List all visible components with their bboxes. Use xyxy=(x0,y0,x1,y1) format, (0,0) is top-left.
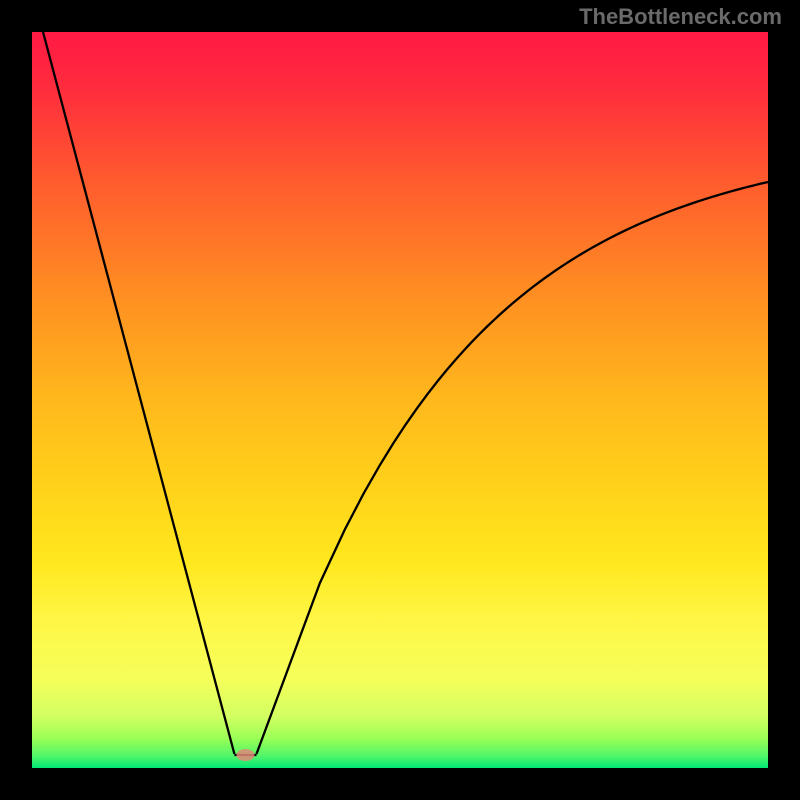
bottleneck-curve xyxy=(32,32,768,768)
plot-area xyxy=(32,32,768,768)
chart-container: TheBottleneck.com xyxy=(0,0,800,800)
optimum-marker xyxy=(236,749,254,761)
curve-right-branch xyxy=(256,182,768,754)
curve-left-branch xyxy=(43,32,234,754)
watermark-text: TheBottleneck.com xyxy=(579,4,782,30)
